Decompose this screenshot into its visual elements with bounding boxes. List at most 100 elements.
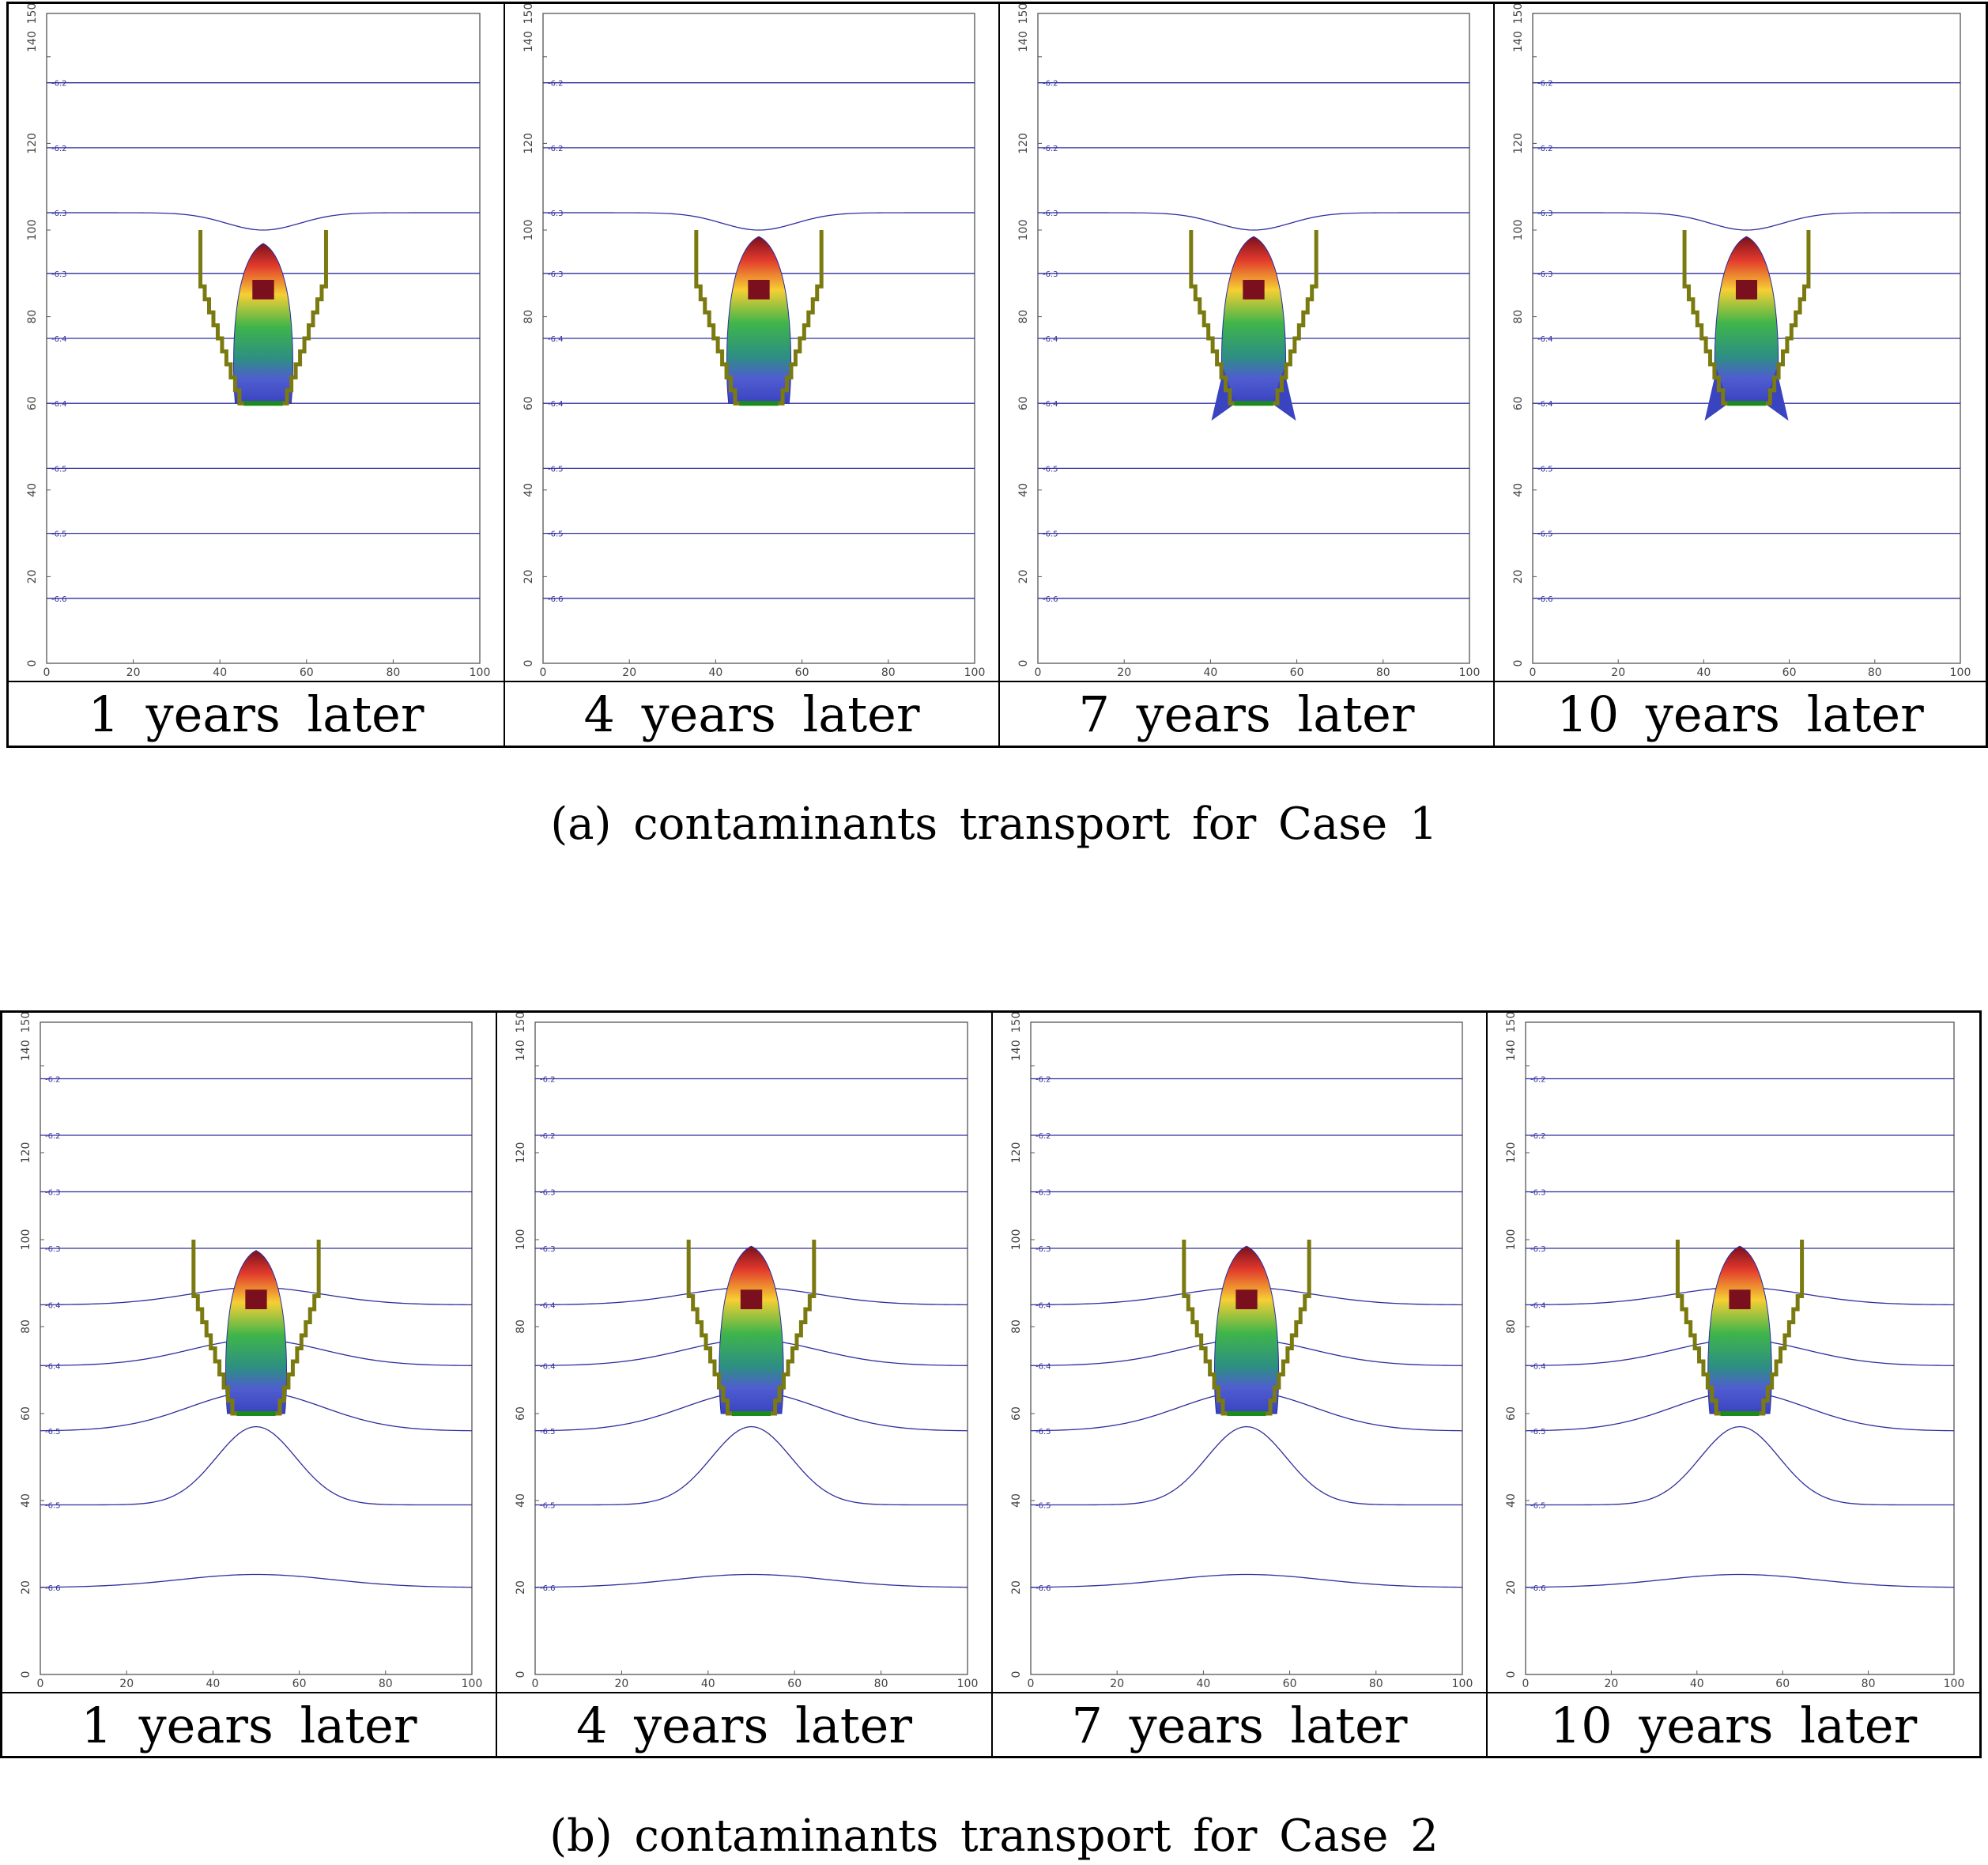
contour-label: -6.6: [548, 595, 564, 604]
x-tick-label: 100: [462, 1678, 483, 1690]
x-tick-label: 100: [1950, 666, 1971, 679]
x-tick-label: 100: [1452, 1678, 1473, 1690]
plume-lobe-left: [1704, 368, 1729, 421]
x-tick-label: 20: [1117, 666, 1131, 679]
x-tick-label: 20: [622, 666, 636, 679]
y-tick-label: 80: [1512, 310, 1525, 324]
y-tick-label: 0: [1505, 1671, 1518, 1678]
contour-label: -6.4: [548, 335, 564, 344]
source-block: [1729, 1289, 1751, 1309]
x-tick-label: 40: [1696, 666, 1711, 679]
y-tick-label: 0: [1512, 660, 1525, 667]
barrier-wall-right: [1764, 230, 1811, 406]
cell-caption: 10 years later: [1495, 681, 1986, 746]
x-tick-label: 40: [1196, 1678, 1210, 1690]
contour-label: -6.5: [1537, 465, 1553, 474]
contour-label: -6.5: [540, 1502, 556, 1511]
x-tick-label: 40: [1690, 1678, 1704, 1690]
contaminant-plume: [224, 1250, 288, 1414]
barrier-wall-left: [198, 230, 246, 406]
y-tick-label: 60: [20, 1406, 32, 1421]
barrier-wall-left: [191, 1240, 239, 1416]
contour-label: -6.2: [1035, 1076, 1051, 1085]
y-tick-label: 60: [1505, 1406, 1518, 1421]
y-tick-label: 150: [26, 4, 39, 24]
cell-caption: 7 years later: [1000, 681, 1493, 746]
contour-line: [1038, 212, 1469, 231]
contour-label: -6.2: [540, 1132, 556, 1141]
y-tick-label: 40: [26, 483, 39, 497]
y-tick-label: 20: [515, 1580, 527, 1595]
contour-label: -6.3: [1537, 270, 1553, 279]
x-tick-label: 0: [1035, 666, 1042, 679]
source-block: [1243, 280, 1265, 300]
contour-label: -6.4: [45, 1302, 61, 1311]
barrier-wall-right: [281, 230, 328, 406]
contour-line: [535, 1425, 968, 1506]
y-tick-label: 120: [1505, 1142, 1518, 1164]
x-tick-label: 20: [1110, 1678, 1124, 1690]
source-block: [1235, 1289, 1258, 1309]
contour-label: -6.4: [1530, 1363, 1546, 1372]
y-tick-label: 20: [26, 569, 39, 583]
y-tick-label: 140: [515, 1040, 527, 1061]
contour-label: -6.4: [51, 400, 67, 409]
plot-b-3: 0 20 40 60 80 100 0 20 40 60 80 100 120 140 150 -6.2 -6.…: [1010, 1013, 1473, 1690]
contour-label: -6.3: [45, 1245, 61, 1254]
plot-frame: [534, 1021, 968, 1675]
contour-label: -6.5: [1537, 530, 1553, 539]
y-tick-label: 20: [522, 569, 535, 583]
y-tick-label: 40: [1010, 1493, 1023, 1508]
x-tick-label: 60: [787, 1678, 802, 1690]
contour-line: [1030, 1573, 1463, 1588]
contour-label: -6.3: [1035, 1245, 1051, 1254]
y-tick-label: 100: [20, 1229, 32, 1251]
plot-b-1: 0 20 40 60 80 100 0 20 40 60 80 100 120 140 150 -6.2 -6.…: [20, 1013, 483, 1690]
plume-lobe-right: [1271, 368, 1296, 421]
x-tick-label: 20: [1611, 666, 1625, 679]
x-tick-label: 100: [964, 666, 986, 679]
x-tick-label: 100: [1944, 1678, 1965, 1690]
contour-label: -6.2: [45, 1132, 61, 1141]
y-tick-label: 140: [26, 31, 39, 52]
y-tick-label: 40: [1505, 1493, 1518, 1508]
y-tick-label: 20: [1010, 1580, 1023, 1595]
y-tick-label: 100: [515, 1229, 527, 1251]
contour-label: -6.2: [1537, 145, 1553, 153]
plot-a-3: 0 20 40 60 80 100 0 20 40 60 80 100 120 140 150 -6.2 -6.…: [1017, 4, 1480, 679]
contaminant-plume: [1707, 1245, 1772, 1414]
contour-label: -6.5: [548, 530, 564, 539]
y-tick-label: 60: [1017, 396, 1030, 410]
y-tick-label: 20: [20, 1580, 32, 1595]
y-tick-label: 150: [522, 4, 535, 24]
contour-label: -6.4: [45, 1363, 61, 1372]
y-tick-label: 80: [515, 1319, 527, 1334]
y-tick-label: 100: [1512, 220, 1525, 241]
x-tick-label: 0: [540, 666, 547, 679]
contour-label: -6.2: [1530, 1076, 1546, 1085]
contour-label: -6.4: [540, 1363, 556, 1372]
contaminant-plume: [726, 236, 792, 404]
source-block: [252, 280, 274, 300]
contaminant-plume: [1220, 236, 1287, 404]
y-tick-label: 120: [26, 133, 39, 154]
cell-caption: 10 years later: [1488, 1692, 1979, 1757]
contour-label: -6.6: [45, 1584, 61, 1593]
barrier-wall-left: [694, 230, 741, 406]
y-tick-label: 140: [1505, 1040, 1518, 1061]
contour-line: [40, 1573, 473, 1588]
y-tick-label: 140: [522, 31, 535, 52]
y-tick-label: 140: [1512, 31, 1525, 52]
y-tick-label: 60: [515, 1406, 527, 1421]
figure-caption-a: (a) contaminants transport for Case 1: [550, 798, 1438, 850]
x-tick-label: 40: [206, 1678, 220, 1690]
plot-b-2: 0 20 40 60 80 100 0 20 40 60 80 100 120 140 150 -6.2 -6.…: [515, 1013, 978, 1690]
barrier-wall-right: [273, 1240, 321, 1416]
contour-line: [1526, 1425, 1954, 1506]
contour-label: -6.3: [1035, 1189, 1051, 1198]
y-tick-label: 0: [26, 660, 39, 667]
x-tick-label: 20: [1604, 1678, 1618, 1690]
x-tick-label: 80: [881, 666, 896, 679]
y-tick-label: 120: [20, 1142, 32, 1164]
y-tick-label: 120: [522, 133, 535, 154]
